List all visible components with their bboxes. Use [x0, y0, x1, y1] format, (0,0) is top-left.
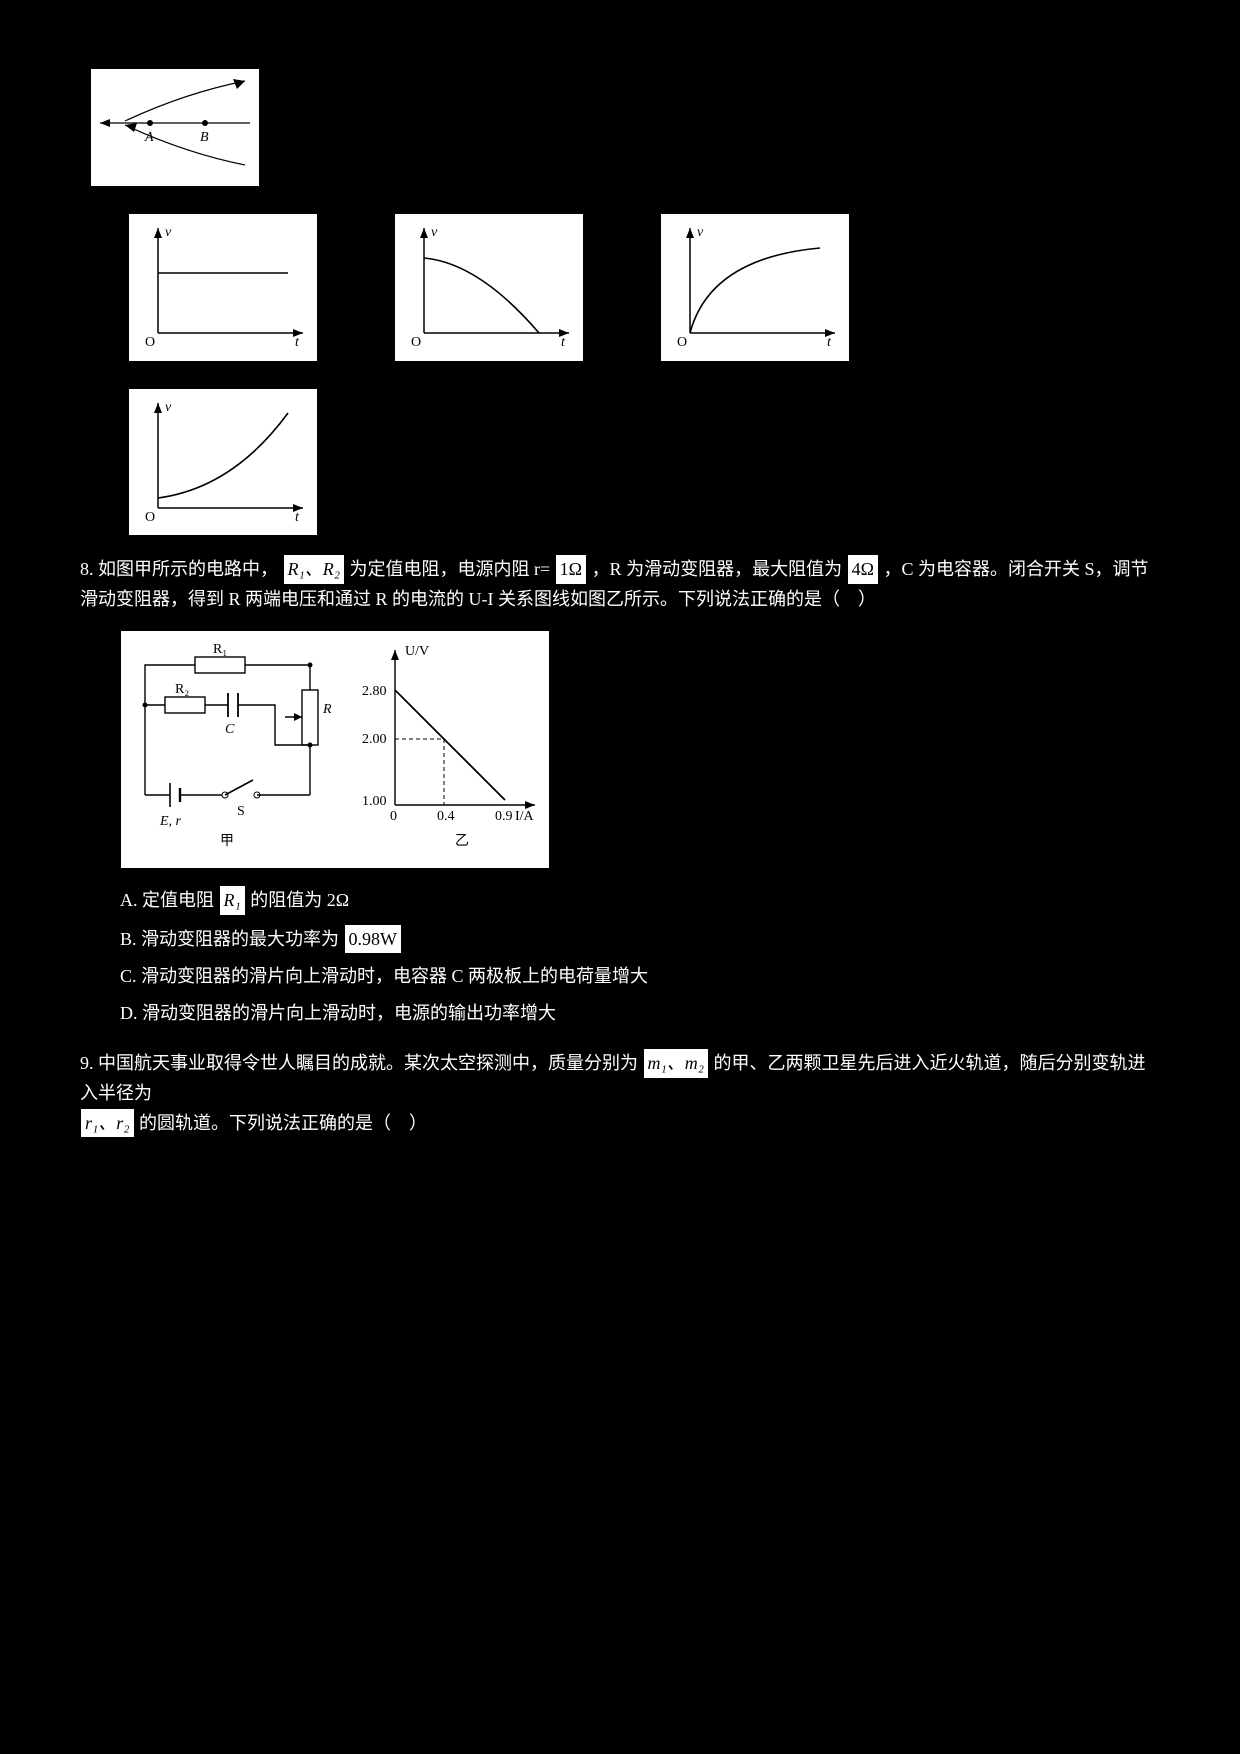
power-value: 0.98W [344, 924, 403, 955]
svg-text:O: O [411, 335, 421, 348]
svg-text:v: v [431, 225, 438, 240]
svg-text:R₂: R₂ [175, 682, 189, 697]
r-value: 1Ω [555, 554, 587, 585]
svg-text:A: A [144, 130, 154, 145]
svg-text:O: O [145, 510, 155, 523]
svg-text:0.9: 0.9 [495, 809, 513, 824]
svg-text:甲: 甲 [220, 834, 234, 849]
circuit-and-graph: R₁ R R₂ C [120, 630, 550, 869]
svg-text:0.4: 0.4 [437, 809, 455, 824]
svg-text:R: R [322, 702, 332, 717]
q8-stem-mid1: 为定值电阻，电源内阻 r= [350, 559, 551, 579]
svg-text:t: t [295, 510, 300, 523]
q8-option-B: B. 滑动变阻器的最大功率为 0.98W [120, 924, 1160, 955]
svg-text:I/A: I/A [515, 809, 535, 824]
svg-text:2.00: 2.00 [362, 732, 387, 747]
svg-text:E, r: E, r [159, 814, 182, 829]
svg-text:v: v [165, 400, 172, 415]
r1-r2-label: r₁、r₂ [80, 1108, 135, 1139]
vt-graph-row-2: v t O [120, 380, 1120, 545]
q8-stem-mid2: ，R 为滑动变阻器，最大阻值为 [592, 559, 843, 579]
q8-option-C: C. 滑动变阻器的滑片向上滑动时，电容器 C 两极板上的电荷量增大 [120, 962, 1160, 991]
svg-text:1.00: 1.00 [362, 794, 387, 809]
R1-option-label: R₁ [219, 885, 246, 916]
UI-graph-svg: U/V I/A 2.80 2.00 1.00 0 0.4 0.9 乙 [362, 644, 535, 849]
field-lines-figure: A B [90, 68, 260, 187]
q8-stem-prefix: 8. 如图甲所示的电路中， [80, 559, 278, 579]
svg-text:t: t [827, 335, 832, 348]
svg-text:t: t [561, 335, 566, 348]
field-lines-svg: A B [95, 73, 255, 173]
Rmax-value: 4Ω [847, 554, 879, 585]
q8-option-A: A. 定值电阻 R₁ 的阻值为 2Ω [120, 885, 1160, 916]
m1-m2-label: m₁、m₂ [643, 1048, 710, 1079]
q9-stem: 9. 中国航天事业取得令世人瞩目的成就。某次太空探测中，质量分别为 m₁、m₂ … [80, 1048, 1160, 1138]
svg-text:v: v [697, 225, 704, 240]
vt-graph-row-1: v t O v t O [120, 205, 1120, 370]
svg-text:O: O [145, 335, 155, 348]
svg-text:U/V: U/V [405, 644, 429, 659]
svg-text:C: C [225, 722, 235, 737]
svg-text:S: S [237, 804, 245, 819]
svg-text:O: O [677, 335, 687, 348]
vt-graph-B: v t O [394, 213, 584, 362]
R1-R2-label: R₁、R₂ [283, 554, 346, 585]
svg-text:B: B [200, 130, 209, 145]
vt-graph-D: v t O [128, 388, 318, 537]
svg-text:v: v [165, 225, 172, 240]
circuit-svg: R₁ R R₂ C [143, 642, 333, 849]
svg-text:2.80: 2.80 [362, 684, 387, 699]
svg-text:R₁: R₁ [213, 642, 227, 657]
svg-text:0: 0 [390, 809, 397, 824]
vt-graph-C: v t O [660, 213, 850, 362]
q8-option-D: D. 滑动变阻器的滑片向上滑动时，电源的输出功率增大 [120, 999, 1160, 1028]
svg-text:t: t [295, 335, 300, 348]
vt-graph-A: v t O [128, 213, 318, 362]
svg-text:乙: 乙 [455, 833, 469, 849]
q8-stem: 8. 如图甲所示的电路中， R₁、R₂ 为定值电阻，电源内阻 r= 1Ω ，R … [80, 554, 1160, 614]
